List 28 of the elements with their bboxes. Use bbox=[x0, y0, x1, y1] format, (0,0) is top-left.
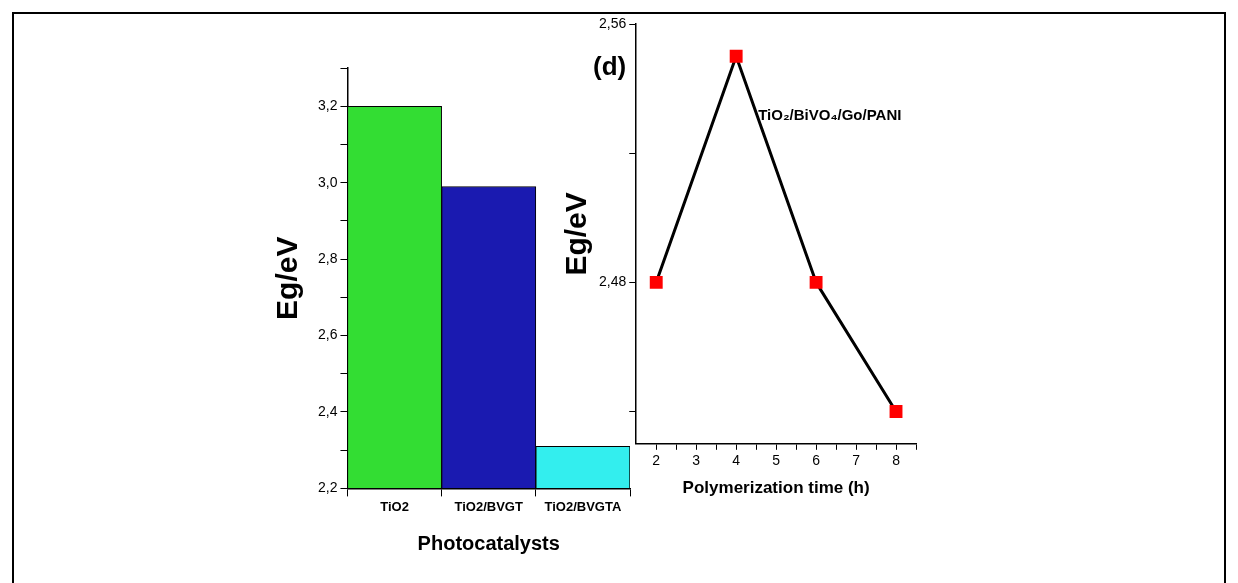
series-label: TiO₂/BiVO₄/Go/PANI bbox=[758, 106, 902, 124]
y-tick-label: 2,56 bbox=[599, 14, 627, 31]
x-tick-label: TiO2/BVGTA bbox=[544, 498, 622, 514]
point bbox=[889, 405, 903, 418]
x-tick-label: TiO2/BVGT bbox=[454, 498, 523, 514]
x-tick-label: TiO2 bbox=[380, 498, 409, 514]
annotation: (d) bbox=[593, 51, 627, 82]
point bbox=[809, 275, 823, 289]
x-tick-label: 8 bbox=[892, 452, 901, 469]
x-tick-label: 3 bbox=[692, 452, 701, 469]
y-tick-label: 2,4 bbox=[317, 402, 338, 419]
y-tick-label: 2,8 bbox=[317, 249, 338, 266]
x-axis-title: Photocatalysts bbox=[417, 531, 560, 554]
y-tick-label: 2,2 bbox=[317, 479, 338, 496]
y-tick-label: 2,48 bbox=[599, 273, 627, 290]
x-tick-label: 6 bbox=[812, 452, 821, 469]
y-axis-title: Eg/eV bbox=[559, 192, 593, 276]
y-axis-title: Eg/eV bbox=[270, 236, 304, 320]
point bbox=[729, 49, 743, 63]
x-tick-label: 4 bbox=[732, 452, 741, 469]
point bbox=[649, 275, 663, 289]
x-tick-label: 2 bbox=[652, 452, 661, 469]
y-tick-label: 3,0 bbox=[317, 173, 338, 190]
x-tick-label: 5 bbox=[772, 452, 781, 469]
y-tick-label: 2,6 bbox=[317, 326, 338, 343]
x-tick-label: 7 bbox=[852, 452, 861, 469]
x-axis-title: Polymerization time (h) bbox=[682, 478, 870, 498]
y-tick-label: 3,2 bbox=[317, 97, 338, 114]
